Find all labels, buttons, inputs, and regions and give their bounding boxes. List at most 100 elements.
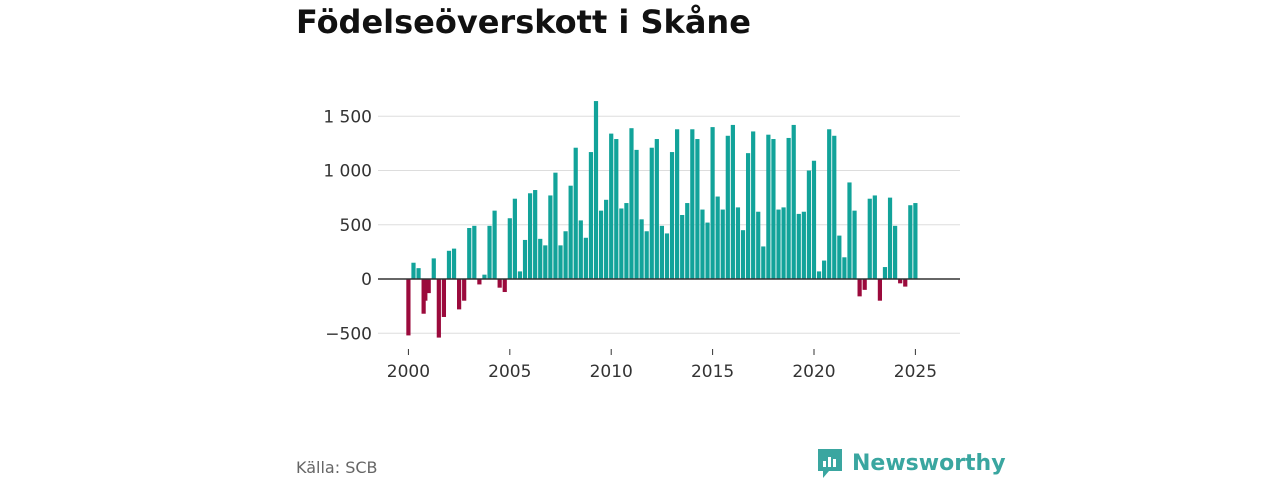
bar <box>791 124 796 280</box>
brand-name: Newsworthy <box>852 450 1006 476</box>
bar <box>441 279 447 317</box>
bar <box>745 153 751 279</box>
y-tick-label: 500 <box>340 216 372 236</box>
bar <box>588 152 594 279</box>
bar <box>538 238 543 279</box>
bar <box>451 248 457 279</box>
y-axis: −500 0 500 1 000 1 500 <box>323 107 372 344</box>
gridlines <box>378 115 960 334</box>
bar <box>423 279 428 301</box>
y-tick-label: −500 <box>325 324 372 344</box>
bar <box>578 220 583 279</box>
bar <box>710 127 715 279</box>
x-tick-label: 2015 <box>691 362 734 382</box>
bar <box>756 211 761 279</box>
bar <box>827 129 832 279</box>
bar <box>619 208 624 279</box>
y-tick-label: 1 000 <box>323 162 372 182</box>
bar <box>872 195 877 279</box>
bar <box>852 210 857 279</box>
bar <box>654 139 659 279</box>
x-tick-label: 2000 <box>387 362 430 382</box>
bar <box>781 207 786 279</box>
bar <box>497 279 502 288</box>
bar <box>543 245 548 279</box>
bar <box>614 139 619 279</box>
bar <box>882 267 888 279</box>
bar <box>816 271 822 279</box>
newsworthy-icon <box>818 449 842 478</box>
bar <box>842 257 847 279</box>
bar <box>411 262 416 279</box>
bar <box>517 271 523 279</box>
bar <box>558 245 563 279</box>
bar <box>893 225 898 279</box>
bar <box>740 230 746 279</box>
bar <box>862 279 867 290</box>
y-tick-label: 0 <box>361 270 372 290</box>
chart-title: Födelseöverskott i Skåne <box>296 3 751 41</box>
bar <box>751 131 756 279</box>
bar <box>416 268 421 279</box>
bar <box>801 211 806 279</box>
bar <box>725 135 730 279</box>
bar <box>903 279 908 287</box>
x-tick-label: 2020 <box>792 362 835 382</box>
x-tick-label: 2025 <box>894 362 937 382</box>
bar <box>857 279 862 297</box>
bar <box>669 152 675 279</box>
bar <box>720 209 725 279</box>
bar <box>507 218 512 279</box>
bar <box>715 196 720 279</box>
bar <box>573 147 578 279</box>
bar <box>431 258 436 279</box>
bar <box>806 170 812 279</box>
bar <box>527 193 533 279</box>
bar <box>761 246 766 279</box>
bar <box>406 279 411 336</box>
source-label: Källa: SCB <box>296 458 378 477</box>
bar <box>548 195 553 279</box>
bar <box>695 139 700 279</box>
bar <box>690 129 695 279</box>
bar <box>659 225 664 279</box>
bar <box>436 279 441 338</box>
bar <box>832 135 837 279</box>
bar <box>629 128 634 279</box>
bar <box>811 160 817 279</box>
bar <box>908 205 913 279</box>
bar <box>553 172 558 279</box>
y-tick-label: 1 500 <box>323 107 372 127</box>
bar <box>735 207 741 279</box>
brand-logo: Newsworthy <box>816 447 1006 479</box>
bar <box>502 279 507 293</box>
bar <box>426 279 431 294</box>
bar <box>766 134 771 279</box>
bar <box>457 279 462 310</box>
bar <box>512 198 517 279</box>
bar <box>685 203 690 279</box>
bar <box>492 210 497 279</box>
bar <box>472 225 477 279</box>
bar <box>796 213 801 279</box>
bars <box>406 101 918 338</box>
bar <box>700 209 705 279</box>
bar <box>898 279 903 284</box>
bar <box>771 139 776 279</box>
bar <box>609 133 614 279</box>
bar <box>467 228 472 279</box>
bar <box>649 147 654 279</box>
bar <box>533 190 538 279</box>
bar <box>776 209 781 279</box>
bar <box>644 231 649 279</box>
bar <box>598 210 604 279</box>
bar <box>837 235 842 279</box>
bar <box>482 274 487 279</box>
bar <box>563 231 568 279</box>
bar <box>477 279 482 285</box>
bar <box>847 182 852 279</box>
bar <box>786 137 791 279</box>
bar <box>664 233 670 279</box>
bar <box>887 197 893 280</box>
